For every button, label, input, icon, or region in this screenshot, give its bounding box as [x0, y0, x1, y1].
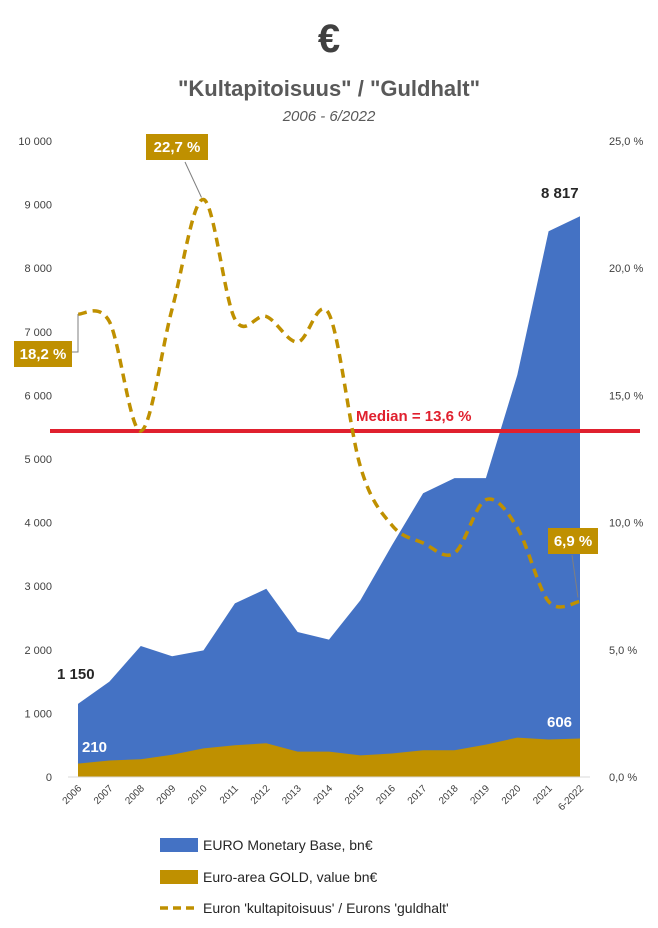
y-right-tick: 5,0 % — [609, 645, 637, 657]
legend-label-ratio: Euron 'kultapitoisuus' / Eurons 'guldhal… — [203, 900, 449, 916]
legend-swatch-gold — [160, 870, 198, 884]
first-gold-label: 210 — [82, 739, 107, 756]
chart-subtitle: 2006 - 6/2022 — [282, 108, 376, 125]
x-tick: 2006 — [61, 783, 85, 807]
plot-areas — [68, 216, 590, 778]
legend-label-gold: Euro-area GOLD, value bn€ — [203, 869, 378, 885]
y-left-tick: 2 000 — [24, 645, 52, 657]
first-ratio-label: 18,2 % — [20, 346, 67, 363]
x-tick: 2016 — [374, 783, 398, 807]
y-left-tick: 8 000 — [24, 263, 52, 275]
left-axis: 0 1 000 2 000 3 000 4 000 5 000 6 000 7 000 8 00… — [18, 136, 52, 784]
annotations: 18,2 % 22,7 % 6,9 % 1 150 8 817 210 606 — [14, 134, 598, 756]
first-base-label: 1 150 — [57, 666, 95, 683]
x-tick: 2020 — [500, 783, 524, 807]
monetary-base-area — [78, 216, 580, 777]
x-tick: 2009 — [155, 783, 179, 807]
y-left-tick: 6 000 — [24, 390, 52, 402]
y-left-tick: 3 000 — [24, 581, 52, 593]
y-right-tick: 15,0 % — [609, 390, 643, 402]
legend-label-base: EURO Monetary Base, bn€ — [203, 837, 373, 853]
peak-ratio-leader — [184, 161, 202, 198]
last-base-label: 8 817 — [541, 185, 579, 202]
x-tick: 2021 — [531, 783, 555, 807]
y-right-tick: 10,0 % — [609, 518, 643, 530]
first-ratio-leader — [72, 313, 79, 353]
y-left-tick: 1 000 — [24, 708, 52, 720]
y-left-tick: 10 000 — [18, 136, 52, 148]
first-ratio-label-box — [14, 340, 72, 367]
y-left-tick: 0 — [46, 772, 52, 784]
x-tick: 2008 — [123, 783, 147, 807]
x-tick: 2011 — [218, 783, 241, 806]
last-gold-label: 606 — [547, 714, 572, 731]
chart-title: "Kultapitoisuus" / "Guldhalt" — [178, 76, 480, 101]
right-axis: 0,0 % 5,0 % 10,0 % 15,0 % 20,0 % 25,0 % — [609, 136, 643, 784]
x-tick: 2017 — [406, 783, 430, 807]
y-left-tick: 9 000 — [24, 200, 52, 212]
x-axis: 2006 2007 2008 2009 2010 2011 2012 2013 2014 2015… — [61, 783, 587, 813]
euro-symbol: € — [318, 17, 340, 61]
ratio-line — [77, 197, 581, 609]
gold-area — [78, 737, 580, 777]
median-group: Median = 13,6 % — [50, 408, 640, 434]
y-left-tick: 7 000 — [24, 327, 52, 339]
y-left-tick: 4 000 — [24, 518, 52, 530]
median-label: Median = 13,6 % — [356, 408, 471, 425]
x-tick: 2014 — [312, 783, 336, 807]
x-tick: 2019 — [468, 783, 492, 807]
legend: EURO Monetary Base, bn€ Euro-area GOLD, v… — [160, 837, 449, 916]
x-tick: 2018 — [437, 783, 461, 807]
last-ratio-label: 6,9 % — [554, 533, 592, 550]
y-right-tick: 25,0 % — [609, 136, 643, 148]
x-tick: 2012 — [249, 783, 273, 807]
x-tick: 2007 — [92, 783, 116, 807]
y-right-tick: 0,0 % — [609, 772, 637, 784]
legend-swatch-base — [160, 838, 198, 852]
x-tick: 6-2022 — [556, 783, 586, 813]
x-tick: 2010 — [186, 783, 210, 807]
y-left-tick: 5 000 — [24, 454, 52, 466]
last-ratio-label-box — [548, 528, 598, 554]
last-ratio-leader — [571, 554, 579, 598]
x-tick: 2013 — [280, 783, 304, 807]
ratio-line-group — [77, 197, 581, 609]
x-tick: 2015 — [343, 783, 367, 807]
peak-ratio-label-box — [146, 134, 208, 160]
peak-ratio-label: 22,7 % — [154, 139, 201, 156]
y-right-tick: 20,0 % — [609, 263, 643, 275]
